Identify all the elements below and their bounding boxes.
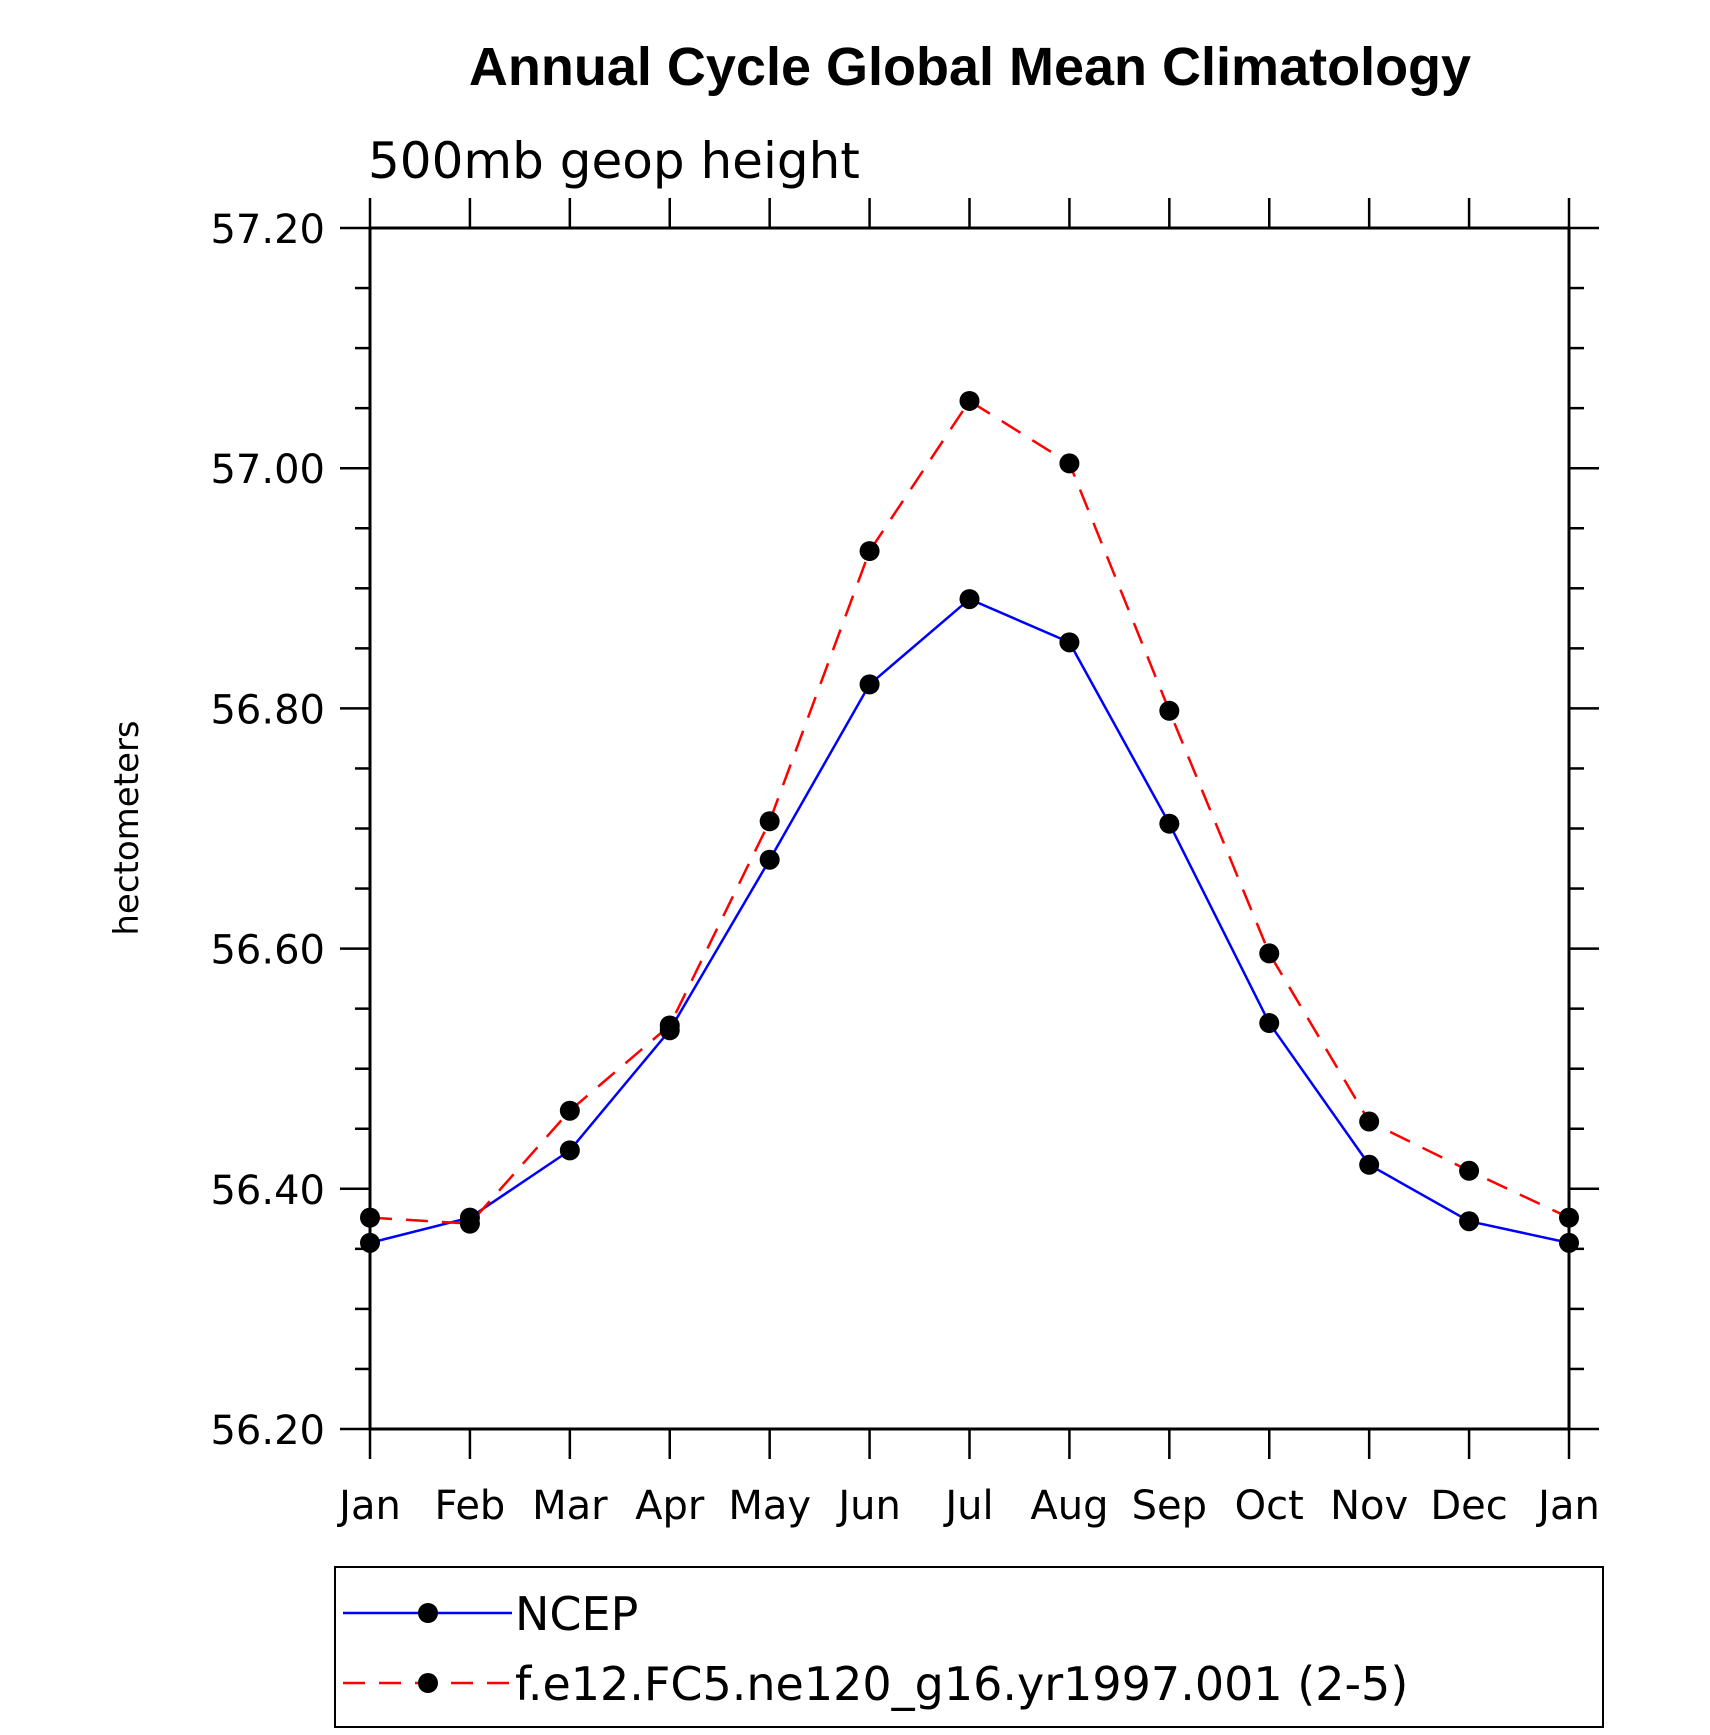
y-tick-label: 56.60 [210,928,325,974]
x-tick-label: Dec [1430,1483,1507,1529]
data-point-series-1 [759,811,780,832]
x-tick-label: Oct [1235,1483,1304,1529]
data-point-series-0 [1159,813,1180,834]
data-point-series-1 [459,1213,480,1234]
data-point-series-1 [1559,1207,1579,1228]
data-point-series-1 [1359,1111,1380,1132]
legend-marker-ncep [418,1603,438,1623]
x-tick-label: Aug [1030,1483,1108,1529]
x-tick-label: Mar [532,1483,608,1529]
x-tick-label: Apr [635,1483,705,1529]
y-tick-label: 56.80 [210,687,325,733]
data-point-series-1 [1059,453,1080,474]
data-point-series-0 [1459,1211,1480,1232]
data-point-series-0 [759,849,780,870]
x-tick-label: Jun [835,1483,901,1529]
y-tick-label: 56.20 [210,1408,325,1454]
series-line-0 [369,597,1570,1245]
legend-label-ncep: NCEP [515,1587,638,1641]
legend-box [334,1566,1604,1728]
x-axis: Jan Feb Mar Apr May Jun Jul Aug Sep Oct Nov Dec Jan [336,198,1600,1529]
y-tick-label: 57.00 [210,447,325,493]
data-point-series-0 [1059,632,1080,653]
data-point-series-1 [659,1015,680,1036]
data-point-series-0 [360,1232,380,1253]
legend: NCEP f.e12.FC5.ne120_g16.yr1997.001 (2-5… [334,1566,1604,1728]
x-tick-label: Jul [942,1483,993,1529]
data-point-series-0 [1259,1013,1280,1034]
x-tick-label: Feb [435,1483,506,1529]
y-tick-label: 57.20 [210,207,325,253]
legend-label-model: f.e12.FC5.ne120_g16.yr1997.001 (2-5) [515,1657,1408,1711]
data-point-series-1 [1259,943,1280,964]
chart-subtitle: 500mb geop height [368,132,860,190]
x-tick-label: Jan [1535,1483,1600,1529]
series-line-1 [369,399,1570,1225]
series-layer [360,390,1579,1253]
y-tick-label: 56.40 [210,1168,325,1214]
data-point-series-0 [1359,1154,1380,1175]
data-point-series-1 [360,1207,380,1228]
legend-marker-model [418,1673,438,1693]
data-point-series-0 [859,674,880,695]
y-axis-label: hectometers [107,720,147,935]
chart-title: Annual Cycle Global Mean Climatology [469,37,1471,97]
x-tick-label: Jan [336,1483,401,1529]
x-tick-label: Nov [1330,1483,1408,1529]
data-point-series-1 [1159,700,1180,721]
data-point-series-1 [959,390,980,411]
x-tick-label: May [728,1483,811,1529]
x-tick-label: Sep [1132,1483,1207,1529]
data-point-series-1 [859,541,880,562]
data-point-series-1 [559,1100,580,1121]
data-point-series-0 [559,1140,580,1161]
data-point-series-0 [959,589,980,610]
data-point-series-0 [1559,1232,1579,1253]
y-axis: 56.20 56.40 56.60 56.80 57.00 57.20 [210,207,1599,1454]
data-point-series-1 [1459,1160,1480,1181]
